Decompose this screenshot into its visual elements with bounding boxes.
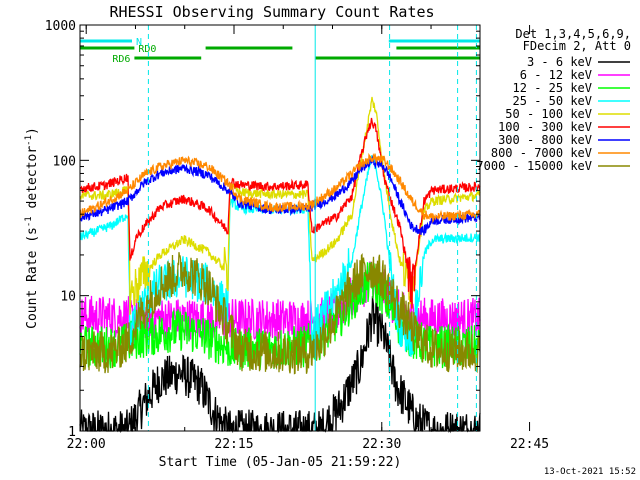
- series-line-50-100-kev: [79, 96, 481, 316]
- legend-label-100-300-kev: 100 - 300 keV: [498, 120, 592, 134]
- state-bar-label-rd0: RD0: [138, 44, 156, 55]
- series-line-100-300-kev: [79, 117, 481, 309]
- legend-header-line-1: Det 1,3,4,5,6,9,: [515, 27, 631, 41]
- legend-header-line-2: FDecim 2, Att 0: [523, 39, 631, 53]
- legend-label-800-7000-kev: 800 - 7000 keV: [491, 146, 592, 160]
- y-tick-label-0: 1: [68, 425, 76, 440]
- plot-frame: [79, 24, 481, 432]
- series-line-7000-15000-kev: [79, 252, 481, 375]
- x-tick-label-0: 22:00: [67, 437, 106, 452]
- legend-label-7000-15000-kev: 7000 - 15000 keV: [476, 159, 592, 173]
- state-bar-label-n: N: [136, 37, 142, 48]
- y-tick-label-1: 10: [60, 290, 76, 305]
- footer-date: 13-Oct-2021 15:52: [544, 467, 636, 477]
- x-axis-label: Start Time (05-Jan-05 21:59:22): [159, 455, 402, 470]
- y-tick-layer: 1 10 100 1000: [45, 19, 480, 440]
- x-tick-label-3: 22:45: [510, 437, 549, 452]
- legend-label-50-100-kev: 50 - 100 keV: [505, 107, 592, 121]
- marker-layer: [147, 25, 477, 431]
- chart-title: RHESSI Observing Summary Count Rates: [109, 3, 434, 21]
- y-tick-label-3: 1000: [45, 19, 76, 34]
- state-bar-label-rd6: RD6: [112, 54, 130, 65]
- y-tick-label-2: 100: [53, 154, 76, 169]
- x-tick-label-2: 22:30: [362, 437, 401, 452]
- legend-label-6-12-kev: 6 - 12 keV: [520, 68, 592, 82]
- legend-label-12-25-kev: 12 - 25 keV: [513, 81, 592, 95]
- legend-label-300-800-kev: 300 - 800 keV: [498, 133, 592, 147]
- legend-label-25-50-kev: 25 - 50 keV: [513, 94, 592, 108]
- series-line-300-800-kev: [79, 154, 481, 236]
- series-line-800-7000-kev: [79, 152, 481, 224]
- x-tick-label-1: 22:15: [214, 437, 253, 452]
- legend-label-3-6-kev: 3 - 6 keV: [527, 55, 592, 69]
- series-line-3-6-kev: [79, 296, 481, 434]
- series-layer: [79, 96, 481, 434]
- y-axis-label: Count Rate (s-1 detector-1): [24, 127, 40, 329]
